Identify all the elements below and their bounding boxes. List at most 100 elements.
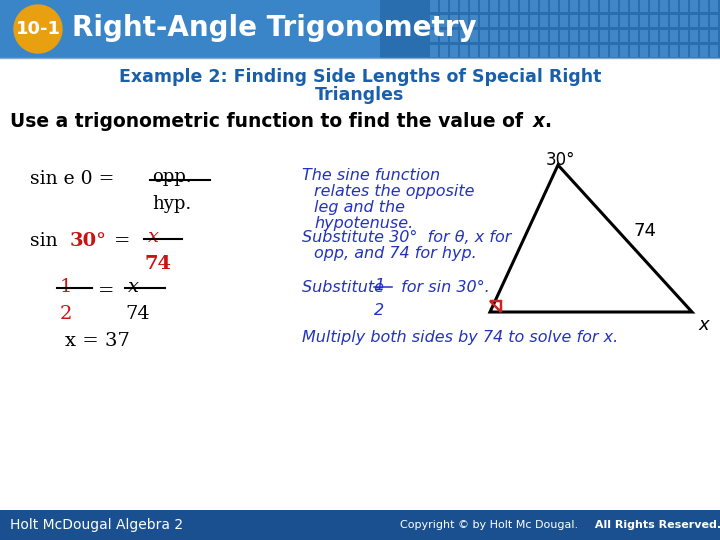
Text: x: x: [148, 228, 159, 246]
Circle shape: [14, 5, 62, 53]
Bar: [440, 0, 448, 12]
Bar: [580, 30, 588, 42]
Bar: [520, 0, 528, 12]
Bar: [460, 15, 468, 27]
Bar: [560, 0, 568, 12]
Bar: [660, 0, 668, 12]
Text: x: x: [128, 278, 139, 296]
Bar: [670, 45, 678, 57]
Bar: [530, 30, 538, 42]
Bar: [680, 0, 688, 12]
Bar: [500, 45, 508, 57]
Text: All Rights Reserved.: All Rights Reserved.: [591, 520, 720, 530]
Text: Right-Angle Trigonometry: Right-Angle Trigonometry: [72, 14, 477, 42]
Bar: [620, 15, 628, 27]
Bar: [440, 15, 448, 27]
Bar: [430, 15, 438, 27]
Bar: [600, 0, 608, 12]
Bar: [0, 0, 720, 58]
Bar: [450, 15, 458, 27]
Text: 74: 74: [144, 255, 171, 273]
Bar: [500, 0, 508, 12]
Bar: [440, 30, 448, 42]
Bar: [620, 45, 628, 57]
Bar: [430, 45, 438, 57]
Bar: [550, 15, 558, 27]
Bar: [460, 45, 468, 57]
Bar: [450, 0, 458, 12]
Bar: [450, 30, 458, 42]
Text: 2: 2: [60, 305, 73, 323]
Bar: [640, 45, 648, 57]
Bar: [610, 45, 618, 57]
Bar: [490, 30, 498, 42]
Bar: [380, 0, 720, 58]
Bar: [680, 45, 688, 57]
Text: =: =: [98, 282, 114, 300]
Bar: [580, 15, 588, 27]
Bar: [700, 45, 708, 57]
Bar: [710, 30, 718, 42]
Text: Substitute: Substitute: [302, 280, 389, 295]
Bar: [520, 30, 528, 42]
Text: relates the opposite: relates the opposite: [314, 184, 474, 199]
Text: hypotenuse.: hypotenuse.: [314, 216, 413, 231]
Text: =: =: [114, 232, 130, 250]
Text: 2: 2: [374, 303, 384, 318]
Text: 30°: 30°: [545, 151, 575, 169]
Bar: [660, 45, 668, 57]
Bar: [670, 15, 678, 27]
Bar: [470, 45, 478, 57]
Bar: [530, 0, 538, 12]
Bar: [510, 0, 518, 12]
Bar: [590, 15, 598, 27]
Bar: [680, 15, 688, 27]
Bar: [710, 0, 718, 12]
Bar: [510, 45, 518, 57]
Bar: [610, 0, 618, 12]
Bar: [510, 30, 518, 42]
Bar: [520, 15, 528, 27]
Text: Use a trigonometric function to find the value of: Use a trigonometric function to find the…: [10, 112, 529, 131]
Bar: [710, 45, 718, 57]
Text: opp.: opp.: [152, 168, 192, 186]
Bar: [570, 30, 578, 42]
Bar: [580, 45, 588, 57]
Bar: [690, 15, 698, 27]
Bar: [620, 0, 628, 12]
Bar: [540, 30, 548, 42]
Bar: [670, 0, 678, 12]
Text: Holt McDougal Algebra 2: Holt McDougal Algebra 2: [10, 518, 183, 532]
Bar: [630, 0, 638, 12]
Bar: [470, 30, 478, 42]
Bar: [630, 15, 638, 27]
Bar: [540, 15, 548, 27]
Bar: [480, 45, 488, 57]
Bar: [640, 30, 648, 42]
Bar: [700, 30, 708, 42]
Bar: [490, 0, 498, 12]
Bar: [610, 30, 618, 42]
Bar: [640, 15, 648, 27]
Text: opp, and 74 for hyp.: opp, and 74 for hyp.: [314, 246, 477, 261]
Bar: [610, 15, 618, 27]
Bar: [550, 45, 558, 57]
Text: 74: 74: [634, 221, 657, 240]
Bar: [500, 30, 508, 42]
Bar: [430, 30, 438, 42]
Text: 1: 1: [60, 278, 73, 296]
Bar: [480, 30, 488, 42]
Bar: [650, 45, 658, 57]
Text: Substitute 30°  for θ, x for: Substitute 30° for θ, x for: [302, 230, 511, 245]
Text: sin: sin: [30, 232, 63, 250]
Bar: [530, 15, 538, 27]
Bar: [660, 15, 668, 27]
Bar: [640, 0, 648, 12]
Bar: [440, 45, 448, 57]
Bar: [590, 30, 598, 42]
Bar: [430, 0, 438, 12]
Bar: [690, 30, 698, 42]
Bar: [500, 15, 508, 27]
Bar: [650, 0, 658, 12]
Bar: [470, 0, 478, 12]
